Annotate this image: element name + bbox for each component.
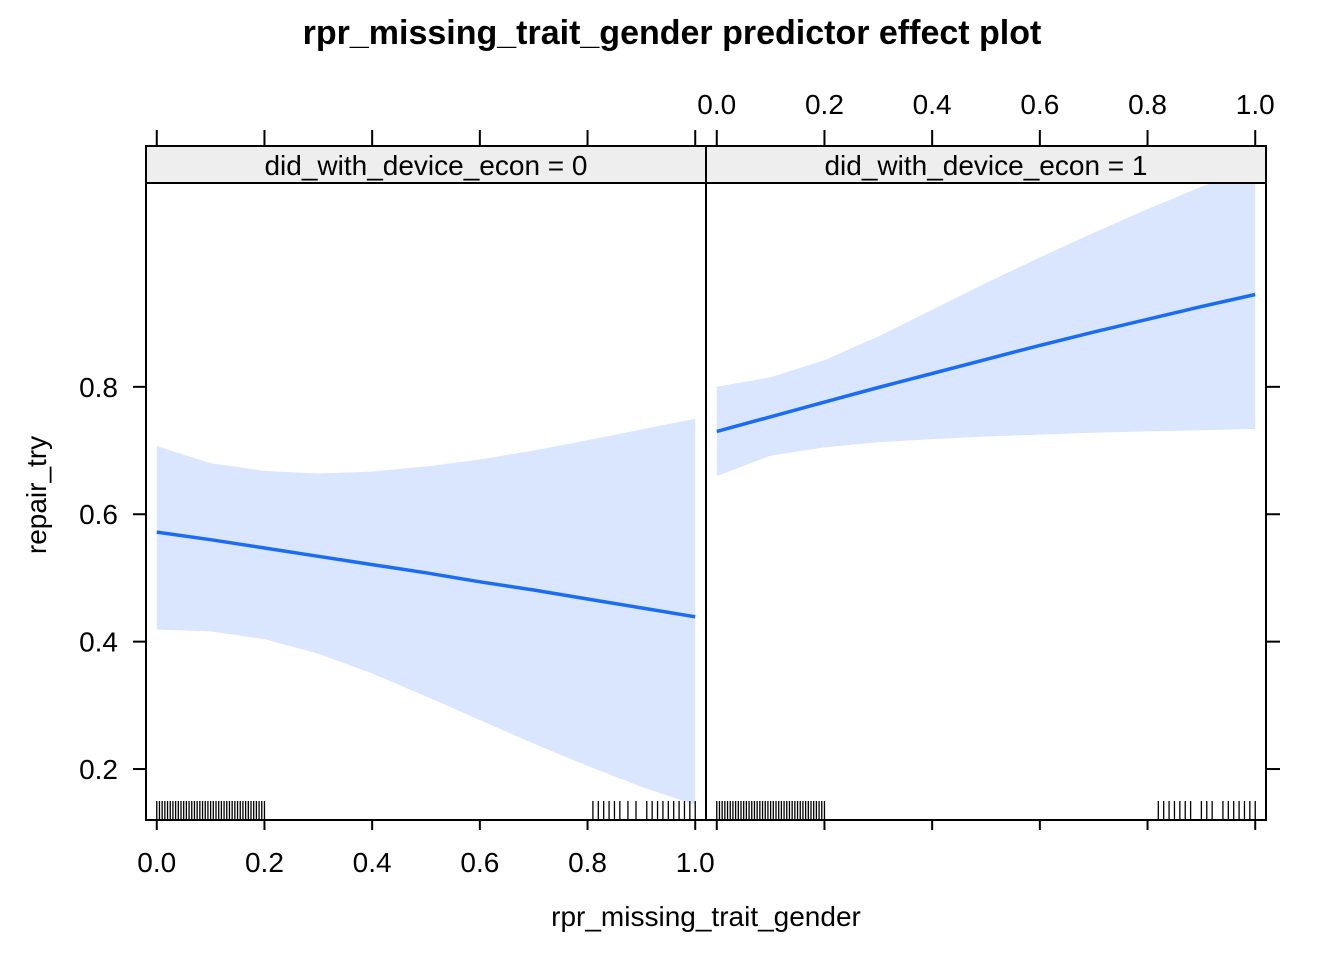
strip-1 — [705, 145, 1267, 184]
x-tick-label: 0.0 — [697, 89, 736, 120]
strip-label-1: did_with_device_econ = 1 — [824, 150, 1147, 181]
x-tick-label: 0.6 — [1020, 89, 1059, 120]
x-tick-label: 1.0 — [1236, 89, 1275, 120]
x-axis-title: rpr_missing_trait_gender — [551, 901, 861, 932]
confidence-band-1 — [716, 183, 1256, 476]
panel-0 — [156, 418, 696, 820]
y-tick-label: 0.8 — [79, 372, 118, 403]
x-tick-label: 1.0 — [676, 847, 715, 878]
y-tick-label: 0.6 — [79, 499, 118, 530]
x-tick-label: 0.4 — [353, 847, 392, 878]
x-tick-label: 0.6 — [460, 847, 499, 878]
fit-line-0 — [156, 530, 696, 619]
x-tick-label: 0.8 — [1128, 89, 1167, 120]
x-tick-label: 0.2 — [245, 847, 284, 878]
x-tick-label: 0.0 — [137, 847, 176, 878]
y-axis-title: repair_try — [21, 436, 52, 554]
confidence-band-0 — [156, 418, 696, 805]
strip-label-0: did_with_device_econ = 0 — [264, 150, 587, 181]
x-tick-label: 0.2 — [805, 89, 844, 120]
x-tick-label: 0.4 — [913, 89, 952, 120]
plot-layer: did_with_device_econ = 0 0.0 0.2 0.4 0.6 0.8 1… — [79, 89, 1280, 878]
y-tick-label: 0.4 — [79, 627, 118, 658]
fit-line-1 — [716, 292, 1256, 434]
chart-title: rpr_missing_trait_gender predictor effec… — [303, 14, 1042, 52]
panel-1 — [716, 183, 1256, 820]
y-tick-label: 0.2 — [79, 754, 118, 785]
x-tick-label: 0.8 — [568, 847, 607, 878]
